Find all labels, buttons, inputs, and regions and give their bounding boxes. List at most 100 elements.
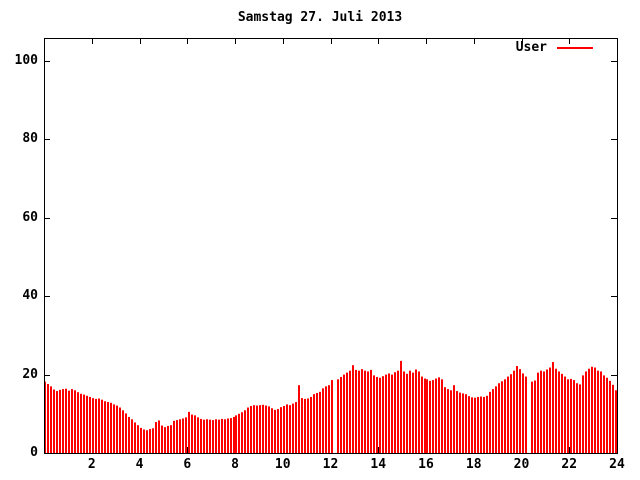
bar	[370, 369, 372, 453]
bar	[492, 389, 494, 453]
bar	[555, 368, 557, 453]
bar	[489, 391, 491, 453]
bar	[319, 391, 321, 453]
bar	[379, 377, 381, 453]
bar	[179, 419, 181, 453]
x-tick-label: 2	[87, 457, 96, 472]
bar	[421, 376, 423, 453]
bar	[277, 409, 279, 453]
y-tick-label: 20	[22, 366, 38, 382]
bar	[128, 416, 130, 453]
bar	[406, 373, 408, 453]
chart-title: Samstag 27. Juli 2013	[237, 10, 403, 25]
bar	[594, 367, 596, 453]
bar	[182, 418, 184, 453]
bar	[104, 401, 106, 453]
bar	[441, 379, 443, 453]
bar	[534, 380, 536, 453]
bar	[388, 373, 390, 453]
bar	[238, 413, 240, 453]
bar	[504, 379, 506, 453]
bar	[59, 389, 61, 453]
bar	[582, 375, 584, 453]
bar	[307, 398, 309, 453]
bar	[537, 372, 539, 453]
bar	[262, 404, 264, 453]
bar	[507, 376, 509, 453]
bar	[143, 429, 145, 453]
bar	[558, 371, 560, 453]
bar	[80, 393, 82, 453]
bar	[47, 384, 49, 453]
bar	[113, 404, 115, 453]
bar	[286, 404, 288, 453]
bar	[438, 377, 440, 453]
bar	[212, 420, 214, 453]
bar	[271, 408, 273, 453]
bar	[146, 430, 148, 453]
bar	[573, 380, 575, 453]
bar	[412, 372, 414, 453]
bar	[459, 392, 461, 453]
bar	[516, 365, 518, 453]
bar	[107, 402, 109, 453]
bar	[274, 409, 276, 453]
bar	[215, 419, 217, 453]
bar	[546, 369, 548, 453]
bar	[164, 427, 166, 453]
bar	[119, 407, 121, 453]
bar	[322, 388, 324, 453]
bar	[218, 419, 220, 453]
bar	[173, 420, 175, 453]
bar	[564, 376, 566, 453]
bar	[155, 422, 157, 453]
bar	[101, 399, 103, 453]
bar	[92, 398, 94, 453]
bar	[194, 415, 196, 453]
bar	[256, 405, 258, 453]
bar	[62, 389, 64, 453]
bar	[349, 370, 351, 453]
x-tick-label: 24	[609, 457, 625, 472]
bar	[588, 368, 590, 453]
bar	[280, 407, 282, 453]
bar	[68, 390, 70, 453]
bar	[176, 420, 178, 453]
bar	[510, 374, 512, 453]
bar	[498, 383, 500, 453]
bar	[137, 425, 139, 453]
bar	[325, 386, 327, 453]
bar	[140, 427, 142, 453]
bar	[188, 411, 190, 453]
x-tick-label: 16	[418, 457, 434, 472]
bar	[522, 373, 524, 453]
x-tick-label: 8	[231, 457, 239, 472]
bar	[403, 371, 405, 453]
bar	[289, 405, 291, 453]
bar	[525, 376, 527, 453]
bar	[549, 367, 551, 453]
bar	[585, 371, 587, 453]
bar	[298, 385, 300, 453]
bar	[435, 378, 437, 453]
bar	[83, 394, 85, 453]
bar	[343, 374, 345, 453]
bar	[158, 420, 160, 453]
bar	[253, 405, 255, 453]
bar	[579, 384, 581, 453]
bar	[65, 388, 67, 453]
bar	[170, 425, 172, 453]
bar	[540, 370, 542, 453]
bar	[206, 419, 208, 453]
bar	[95, 398, 97, 453]
bar	[456, 391, 458, 453]
bar	[250, 405, 252, 453]
bar	[480, 396, 482, 453]
x-tick-label: 18	[465, 457, 482, 472]
bar	[301, 398, 303, 453]
bar	[134, 422, 136, 453]
bar	[346, 372, 348, 453]
x-tick-label: 6	[183, 457, 192, 472]
bar	[203, 419, 205, 453]
bar	[131, 419, 133, 453]
